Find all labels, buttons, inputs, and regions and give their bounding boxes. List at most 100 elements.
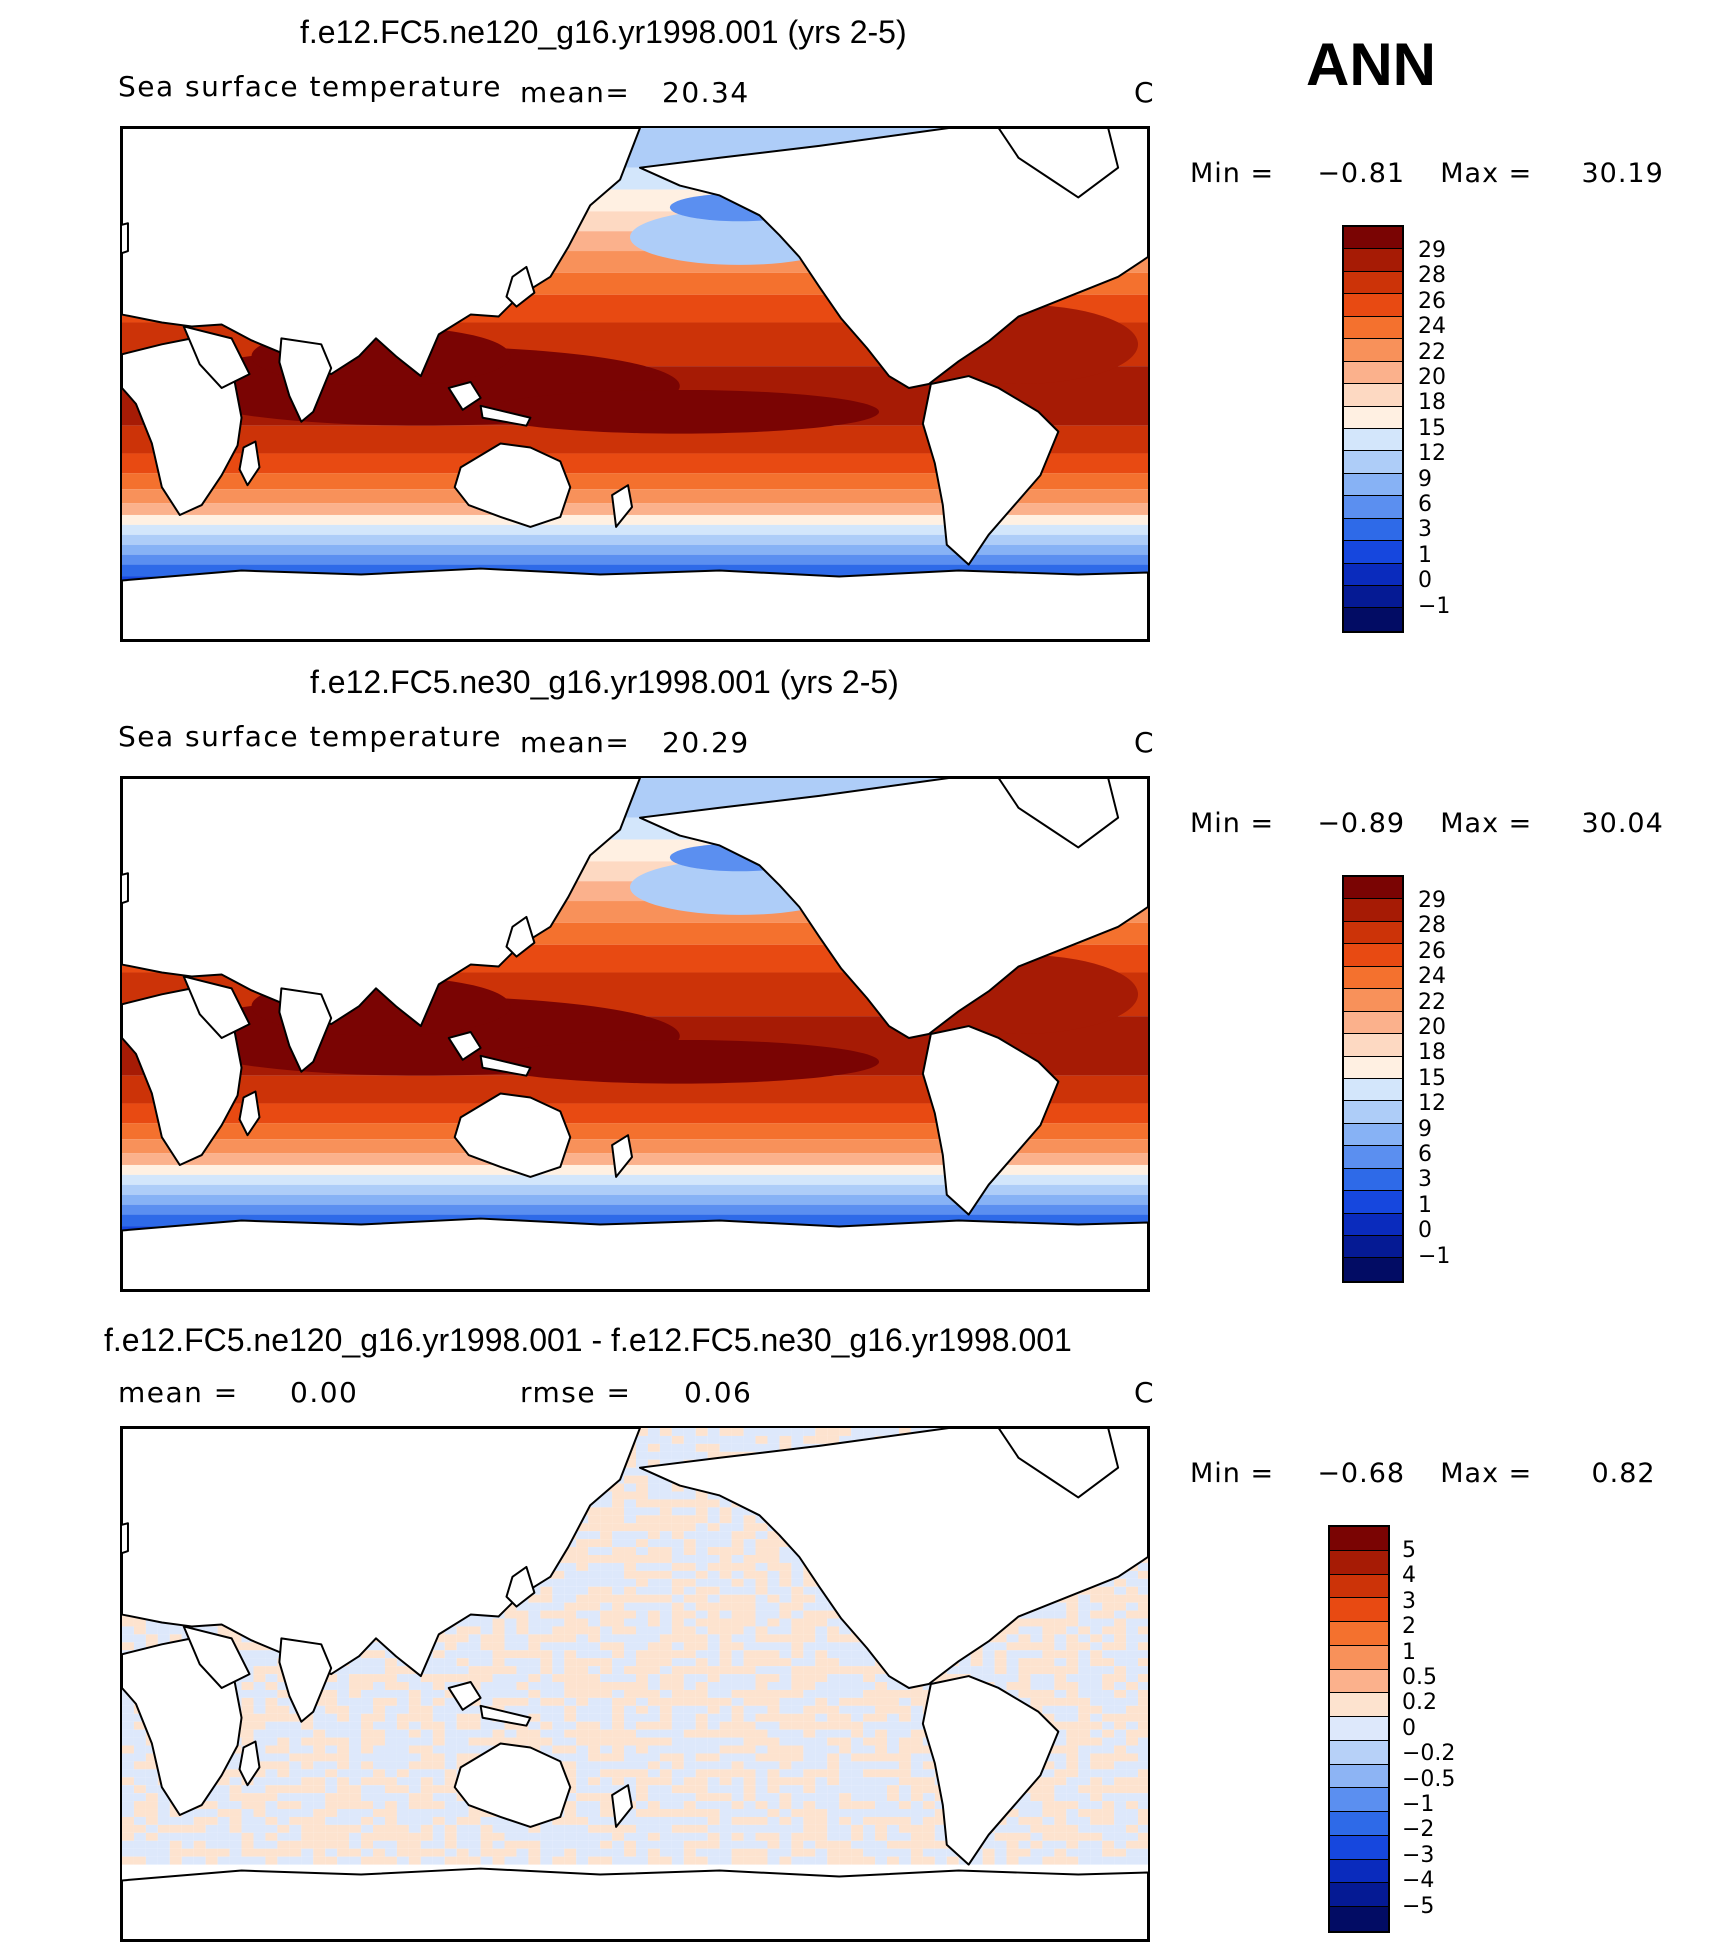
diff-cell: [313, 1785, 326, 1794]
diff-cell: [671, 1531, 684, 1540]
diff-cell: [229, 1634, 242, 1643]
diff-cell: [779, 1713, 792, 1722]
diff-cell: [683, 1785, 696, 1794]
diff-cell: [635, 1729, 648, 1738]
diff-cell: [815, 1848, 828, 1857]
diff-cell: [839, 1777, 852, 1786]
diff-cell: [659, 1451, 672, 1460]
diff-cell: [827, 1785, 840, 1794]
diff-cell: [528, 1618, 541, 1627]
diff-cell: [1114, 1753, 1127, 1762]
colorbar-swatch: [1330, 1788, 1388, 1812]
diff-cell: [791, 1428, 804, 1436]
diff-cell: [1054, 1618, 1067, 1627]
diff-cell: [349, 1848, 362, 1857]
diff-cell: [683, 1793, 696, 1802]
diff-cell: [337, 1816, 350, 1825]
diff-cell: [277, 1809, 290, 1817]
diff-cell: [492, 1626, 505, 1635]
diff-cell: [540, 1848, 553, 1857]
diff-cell: [277, 1801, 290, 1810]
diff-cell: [301, 1737, 314, 1746]
diff-cell: [516, 1729, 529, 1738]
diff-cell: [384, 1689, 397, 1698]
diff-cell: [420, 1674, 433, 1683]
diff-cell: [827, 1745, 840, 1754]
diff-cell: [791, 1642, 804, 1651]
diff-cell: [803, 1848, 816, 1857]
diff-cell: [827, 1435, 840, 1444]
colorbar-swatch: [1344, 563, 1402, 586]
diff-cell: [982, 1832, 995, 1841]
diff-cell: [349, 1697, 362, 1706]
colorbar-swatch: [1344, 1101, 1402, 1124]
diff-cell: [791, 1555, 804, 1563]
diff-cell: [384, 1697, 397, 1706]
diff-cell: [982, 1674, 995, 1683]
diff-cell: [564, 1547, 577, 1556]
diff-cell: [1090, 1824, 1103, 1833]
diff-cell: [707, 1840, 720, 1849]
diff-cell: [1078, 1697, 1091, 1706]
diff-cell: [468, 1658, 481, 1667]
diff-cell: [719, 1721, 732, 1730]
diff-cell: [122, 1729, 134, 1738]
diff-cell: [624, 1642, 636, 1651]
diff-cell: [1078, 1745, 1091, 1754]
diff-cell: [635, 1737, 648, 1746]
diff-cell: [468, 1618, 481, 1627]
diff-cell: [468, 1745, 481, 1754]
diff-cell: [1054, 1689, 1067, 1698]
diff-cell: [492, 1634, 505, 1643]
diff-cell: [241, 1721, 254, 1730]
diff-cell: [767, 1793, 780, 1802]
diff-cell: [540, 1626, 553, 1635]
diff-cell: [707, 1602, 720, 1611]
panel-title: f.e12.FC5.ne120_g16.yr1998.001 - f.e12.F…: [104, 1322, 1072, 1358]
diff-cell: [145, 1769, 158, 1778]
diff-cell: [767, 1658, 780, 1667]
diff-cell: [133, 1793, 146, 1802]
colorbar-swatch: [1344, 406, 1402, 429]
diff-cell: [1066, 1658, 1079, 1667]
diff-cell: [1126, 1626, 1139, 1635]
diff-cell: [1090, 1713, 1103, 1722]
diff-cell: [898, 1848, 911, 1857]
diff-cell: [779, 1602, 792, 1611]
diff-cell: [1138, 1634, 1148, 1643]
diff-cell: [695, 1713, 708, 1722]
diff-cell: [564, 1555, 577, 1563]
diff-cell: [600, 1547, 613, 1556]
diff-cell: [432, 1856, 445, 1865]
colorbar-swatch: [1344, 1236, 1402, 1259]
colorbar-swatch: [1344, 384, 1402, 407]
diff-cell: [564, 1666, 577, 1675]
diff-cell: [683, 1428, 696, 1436]
diff-cell: [516, 1642, 529, 1651]
diff-cell: [839, 1666, 852, 1675]
diff-cell: [1030, 1832, 1043, 1841]
diff-cell: [875, 1666, 888, 1675]
map-field: [122, 778, 1148, 1290]
diff-cell: [671, 1594, 684, 1603]
diff-cell: [600, 1626, 613, 1635]
diff-cell: [540, 1705, 553, 1714]
diff-cell: [755, 1689, 768, 1698]
colorbar: [1342, 875, 1404, 1283]
diff-cell: [922, 1753, 935, 1762]
diff-cell: [695, 1555, 708, 1563]
diff-cell: [803, 1570, 816, 1579]
diff-cell: [1006, 1824, 1019, 1833]
diff-cell: [552, 1626, 565, 1635]
diff-cell: [671, 1745, 684, 1754]
diff-cell: [480, 1809, 493, 1817]
diff-cell: [743, 1705, 756, 1714]
diff-cell: [241, 1674, 254, 1683]
diff-cell: [791, 1682, 804, 1690]
diff-cell: [767, 1674, 780, 1683]
diff-cell: [552, 1713, 565, 1722]
diff-cell: [552, 1642, 565, 1651]
min-max-readout: Min = −0.89 Max = 30.04: [1190, 808, 1664, 839]
diff-cell: [588, 1721, 601, 1730]
diff-cell: [671, 1570, 684, 1579]
